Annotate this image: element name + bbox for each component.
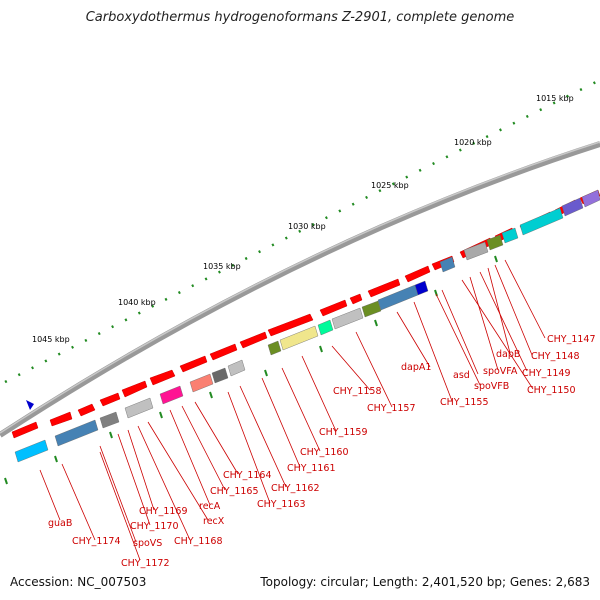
- ruler-label: 1020 kbp: [454, 138, 492, 147]
- ruler-label: 1045 kbp: [32, 335, 70, 344]
- ruler-label: 1030 kbp: [288, 222, 326, 231]
- gene-label: spoVFB: [474, 381, 509, 392]
- gene-label: CHY_1147: [547, 334, 596, 345]
- genome-summary: Topology: circular; Length: 2,401,520 bp…: [260, 575, 590, 589]
- gene-label: asd: [453, 370, 470, 381]
- gene-label: CHY_1159: [319, 427, 368, 438]
- gene-label: recX: [203, 516, 225, 527]
- genome-backbone: [0, 141, 600, 438]
- gene-label: guaB: [48, 518, 72, 529]
- gene-ticks: [4, 255, 498, 485]
- gene-label: CHY_1155: [440, 397, 489, 408]
- ruler-label: 1035 kbp: [203, 262, 241, 271]
- leader-lines: [39, 259, 546, 561]
- gene-label: CHY_1170: [130, 521, 179, 532]
- gene-label: CHY_1164: [223, 470, 272, 481]
- gene-label: CHY_1161: [287, 463, 336, 474]
- gene-label: dapB: [496, 349, 520, 360]
- gene-label: CHY_1150: [527, 385, 576, 396]
- gene-label: CHY_1162: [271, 483, 320, 494]
- gene-label: CHY_1149: [522, 368, 571, 379]
- ruler-label: 1025 kbp: [371, 181, 409, 190]
- gene-label: spoVFA: [483, 366, 518, 377]
- ruler-label: 1040 kbp: [118, 298, 156, 307]
- gene-label: recA: [199, 501, 221, 512]
- gene-label: CHY_1157: [367, 403, 416, 414]
- gene-label: spoVS: [133, 538, 162, 549]
- feature-track: [14, 189, 600, 463]
- accession-text: Accession: NC_007503: [10, 575, 147, 589]
- gene-label: CHY_1148: [531, 351, 580, 362]
- gene-label: CHY_1172: [121, 558, 170, 569]
- gene-label: CHY_1169: [139, 506, 188, 517]
- map-title: Carboxydothermus hydrogenoformans Z-2901…: [85, 10, 515, 25]
- ruler-label: 1015 kbp: [536, 94, 574, 103]
- gene-label: CHY_1160: [300, 447, 349, 458]
- gene-label: CHY_1163: [257, 499, 306, 510]
- gene-label: CHY_1174: [72, 536, 121, 547]
- gene-label: CHY_1168: [174, 536, 223, 547]
- gene-label: CHY_1158: [333, 386, 382, 397]
- gene-label: CHY_1165: [210, 486, 259, 497]
- marker-icon: [26, 400, 34, 410]
- gene-label: dapA1: [401, 362, 431, 373]
